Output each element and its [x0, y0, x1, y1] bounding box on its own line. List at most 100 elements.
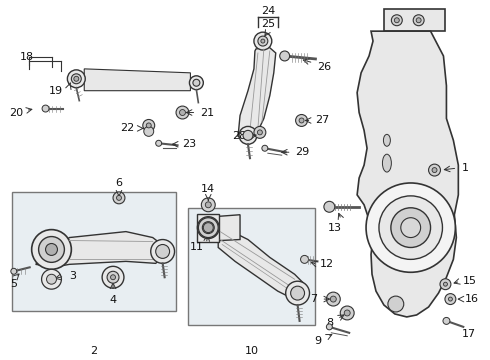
Text: 15: 15	[464, 276, 477, 286]
Circle shape	[330, 296, 336, 302]
Circle shape	[394, 18, 399, 23]
Circle shape	[39, 237, 64, 262]
FancyBboxPatch shape	[12, 192, 175, 311]
Text: 16: 16	[466, 294, 479, 304]
Polygon shape	[36, 231, 166, 267]
Circle shape	[326, 324, 332, 330]
Circle shape	[391, 208, 431, 247]
Text: 19: 19	[49, 86, 63, 96]
Text: 7: 7	[310, 294, 318, 304]
Circle shape	[300, 255, 309, 264]
Circle shape	[72, 74, 81, 84]
Text: 14: 14	[201, 184, 215, 194]
Text: 24: 24	[261, 6, 275, 16]
Text: 26: 26	[318, 62, 332, 72]
Circle shape	[291, 286, 305, 300]
Text: 6: 6	[116, 178, 122, 188]
Circle shape	[416, 18, 421, 23]
Circle shape	[198, 218, 218, 238]
FancyBboxPatch shape	[197, 214, 219, 242]
Circle shape	[254, 126, 266, 138]
Circle shape	[286, 281, 310, 305]
Circle shape	[379, 196, 442, 260]
Circle shape	[201, 198, 215, 212]
Text: 17: 17	[462, 329, 476, 339]
Circle shape	[42, 269, 61, 289]
Circle shape	[340, 306, 354, 320]
Circle shape	[243, 130, 253, 140]
Text: 10: 10	[245, 346, 259, 356]
Text: 22: 22	[121, 123, 135, 134]
Circle shape	[262, 145, 268, 151]
Text: 18: 18	[20, 52, 34, 62]
Circle shape	[111, 275, 116, 280]
Text: 11: 11	[190, 243, 204, 252]
Text: 4: 4	[109, 295, 117, 305]
Text: 5: 5	[10, 279, 17, 289]
Circle shape	[366, 183, 455, 272]
Text: 2: 2	[91, 346, 98, 356]
Text: 21: 21	[200, 108, 215, 117]
Circle shape	[190, 76, 203, 90]
Circle shape	[11, 268, 17, 274]
Circle shape	[68, 70, 85, 88]
Circle shape	[299, 118, 304, 123]
Text: 29: 29	[295, 147, 310, 157]
Circle shape	[193, 79, 200, 86]
Circle shape	[32, 230, 72, 269]
Polygon shape	[200, 215, 240, 242]
Text: 13: 13	[328, 222, 343, 233]
Polygon shape	[357, 31, 458, 317]
Text: 20: 20	[10, 108, 24, 117]
Text: 27: 27	[316, 116, 330, 126]
Text: 3: 3	[70, 271, 76, 281]
Circle shape	[440, 279, 451, 290]
Circle shape	[257, 130, 262, 135]
Circle shape	[344, 310, 350, 316]
Circle shape	[107, 271, 119, 283]
Polygon shape	[84, 69, 191, 91]
Circle shape	[143, 120, 155, 131]
Circle shape	[156, 244, 170, 258]
Circle shape	[448, 297, 452, 301]
Circle shape	[203, 223, 213, 233]
FancyBboxPatch shape	[384, 9, 445, 31]
Text: 28: 28	[232, 131, 246, 141]
Circle shape	[205, 202, 211, 208]
Circle shape	[429, 164, 441, 176]
Circle shape	[156, 140, 162, 146]
Circle shape	[432, 168, 437, 172]
Text: 12: 12	[319, 259, 334, 269]
Circle shape	[197, 217, 219, 239]
Circle shape	[443, 282, 447, 286]
Text: 23: 23	[182, 139, 196, 149]
Text: 25: 25	[261, 19, 275, 29]
Circle shape	[261, 39, 265, 43]
Polygon shape	[218, 225, 305, 299]
Circle shape	[117, 195, 122, 201]
Circle shape	[445, 294, 456, 305]
Circle shape	[295, 114, 308, 126]
Circle shape	[413, 15, 424, 26]
Circle shape	[392, 15, 402, 26]
Circle shape	[324, 201, 335, 212]
Circle shape	[147, 123, 151, 128]
Circle shape	[254, 32, 272, 50]
Circle shape	[42, 105, 49, 112]
Text: 1: 1	[462, 163, 469, 173]
FancyBboxPatch shape	[189, 208, 316, 325]
Circle shape	[74, 76, 79, 81]
Circle shape	[326, 292, 340, 306]
Circle shape	[401, 218, 420, 238]
Circle shape	[280, 51, 290, 61]
Ellipse shape	[382, 154, 392, 172]
Circle shape	[46, 243, 57, 255]
Circle shape	[258, 36, 268, 46]
Ellipse shape	[383, 134, 391, 146]
Circle shape	[144, 126, 154, 136]
Circle shape	[388, 296, 404, 312]
Circle shape	[239, 126, 257, 144]
Circle shape	[102, 266, 124, 288]
Text: 9: 9	[314, 336, 321, 346]
Circle shape	[179, 109, 185, 116]
